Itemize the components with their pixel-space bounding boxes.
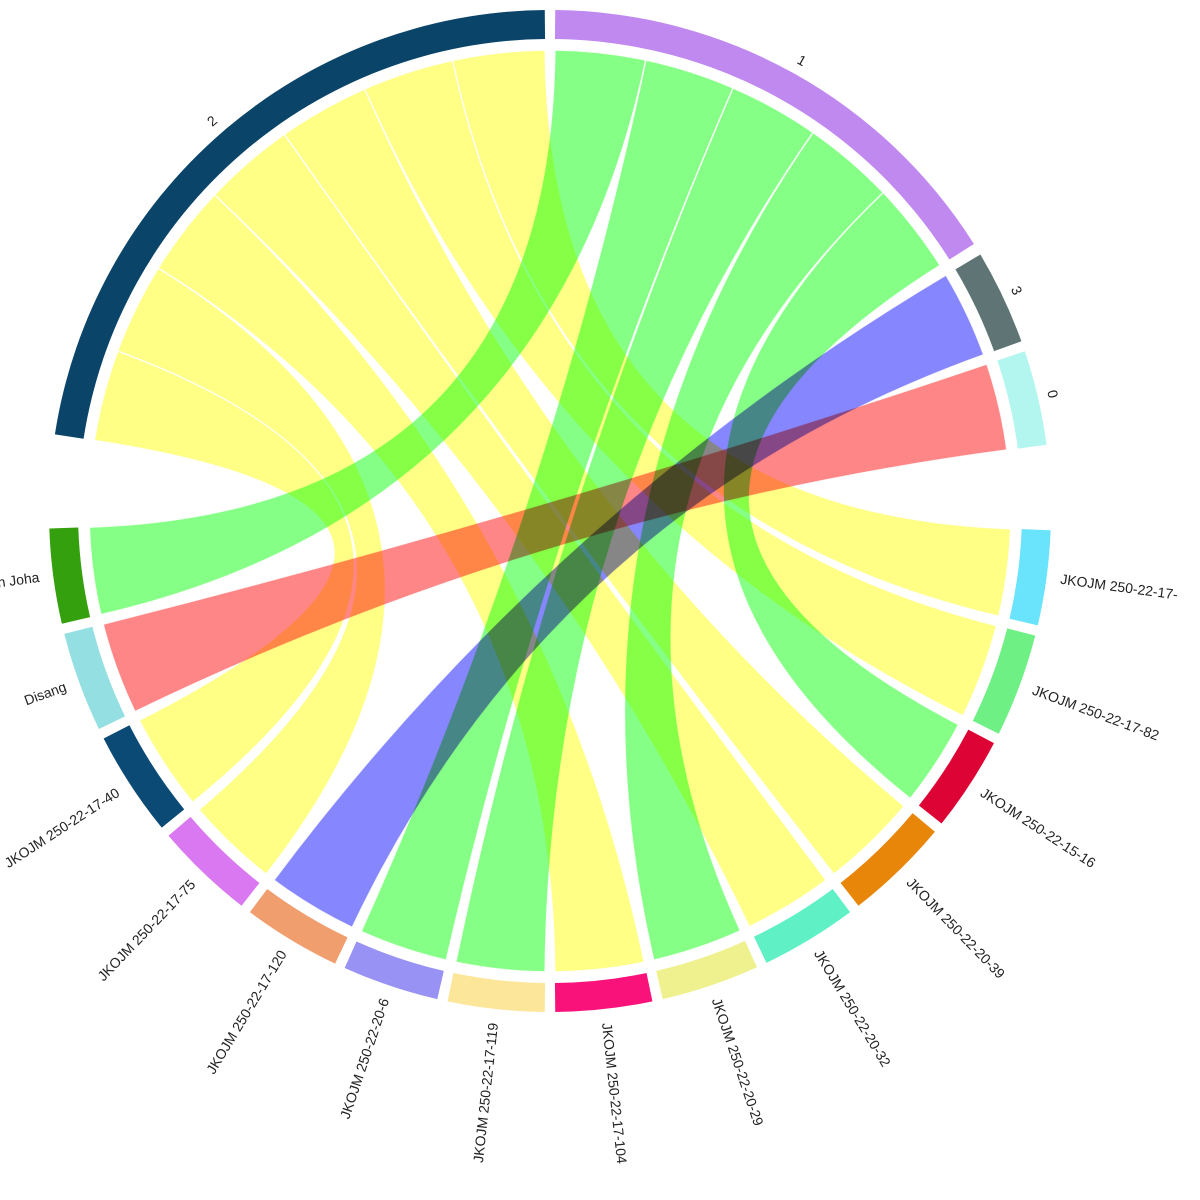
- sector-c17: [1009, 529, 1051, 626]
- sector-c1782: [972, 628, 1036, 734]
- sector-label: JKOJM 250-22-17-: [1059, 571, 1179, 603]
- sector-c1516: [918, 729, 994, 824]
- sector-label: JKOJM 250-22-17-120: [203, 947, 290, 1077]
- sector-2: [54, 10, 546, 439]
- sector-label: JKOJM 250-22-17-119: [470, 1022, 501, 1164]
- sector-label: JKOJM 250-22-15-16: [978, 784, 1099, 871]
- sector-c17104: [554, 973, 653, 1012]
- chord-2-c2039: [283, 87, 906, 876]
- sector-disang: [64, 626, 126, 730]
- sector-1: [554, 10, 974, 260]
- chord-2-c17: [451, 49, 1012, 618]
- sector-c2029: [656, 940, 757, 1000]
- sector-joha: [49, 527, 91, 624]
- sector-label: JKOJM 250-22-17-75: [94, 876, 198, 984]
- sector-c1740: [103, 725, 185, 828]
- sector-track: [49, 10, 1051, 1012]
- sector-label: 1: [795, 51, 810, 69]
- sector-0: [997, 351, 1047, 449]
- sector-label: JKOJM 250-22-17-104: [599, 1022, 630, 1165]
- sector-c17119: [447, 973, 546, 1012]
- sector-label: JKOJM 250-22-20-39: [904, 874, 1009, 981]
- sector-label: h Joha: [0, 569, 40, 590]
- sector-label: JKOJM 250-22-17-82: [1030, 682, 1161, 744]
- sector-c206: [344, 941, 444, 1000]
- sector-c2039: [840, 813, 935, 906]
- sector-3: [955, 254, 1022, 352]
- sector-label: JKOJM 250-22-20-29: [709, 996, 767, 1128]
- sector-label: JKOJM 250-22-20-32: [811, 947, 894, 1070]
- sector-label: JKOJM 250-22-17-40: [1, 784, 122, 871]
- sector-c17120: [249, 888, 348, 964]
- sector-label: 2: [204, 112, 221, 129]
- sector-c2032: [753, 888, 851, 963]
- chord-2-c1775: [116, 267, 387, 876]
- sector-label: 0: [1044, 388, 1061, 399]
- sector-label: JKOJM 250-22-20-6: [337, 996, 392, 1121]
- sector-c1775: [168, 816, 260, 906]
- sector-label: 3: [1008, 283, 1026, 297]
- chord-ribbons: [88, 49, 1012, 973]
- sector-label: Disang: [22, 678, 68, 708]
- chord-2-c17104: [157, 193, 646, 973]
